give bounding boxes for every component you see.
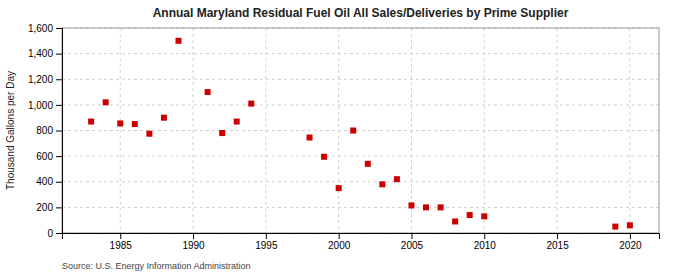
y-tick: 1,000 bbox=[28, 100, 62, 111]
grid-line-y bbox=[62, 181, 659, 182]
y-tick-mark bbox=[56, 182, 62, 183]
x-axis-line bbox=[63, 234, 660, 240]
grid-line-y bbox=[62, 156, 659, 157]
y-tick-label: 0 bbox=[47, 228, 53, 239]
point bbox=[408, 202, 414, 208]
x-tick: 1990 bbox=[182, 233, 205, 251]
grid-line-x bbox=[629, 28, 630, 233]
y-tick-label: 1,400 bbox=[28, 48, 53, 59]
y-tick-label: 1,000 bbox=[28, 100, 53, 111]
grid-line-y bbox=[62, 207, 659, 208]
x-tick-label: 2015 bbox=[546, 240, 569, 251]
y-tick: 400 bbox=[36, 176, 62, 187]
y-tick: 1,600 bbox=[28, 23, 62, 34]
x-tick-label: 1985 bbox=[110, 240, 133, 251]
point bbox=[132, 121, 138, 127]
x-tick: 1995 bbox=[255, 233, 278, 251]
point bbox=[394, 176, 400, 182]
y-tick-mark bbox=[56, 156, 62, 157]
x-tick: 2020 bbox=[619, 233, 642, 251]
plot: 1985 1990 1995 2000 2005 2010 2015 2020 0 200 400 6… bbox=[28, 23, 660, 251]
point bbox=[175, 38, 181, 44]
x-tick-mark bbox=[557, 233, 558, 239]
y-tick-mark bbox=[56, 105, 62, 106]
grid-line-x bbox=[120, 28, 121, 233]
x-tick: 2000 bbox=[328, 233, 351, 251]
x-tick-label: 2020 bbox=[619, 240, 642, 251]
grid bbox=[62, 28, 659, 233]
point bbox=[307, 135, 313, 141]
y-tick-label: 1,200 bbox=[28, 74, 53, 85]
y-tick-label: 200 bbox=[36, 202, 53, 213]
y-tick-mark bbox=[56, 131, 62, 132]
x-tick-mark bbox=[411, 233, 412, 239]
point bbox=[379, 181, 385, 187]
x-tick-label: 1995 bbox=[255, 240, 278, 251]
point bbox=[612, 224, 618, 230]
point bbox=[103, 99, 109, 105]
y-axis: 0 200 400 600 800 1,000 1,200 1,400 1,600 bbox=[28, 23, 63, 239]
point bbox=[336, 185, 342, 191]
x-tick-mark bbox=[339, 233, 340, 239]
x-tick-label: 2000 bbox=[328, 240, 351, 251]
point bbox=[423, 204, 429, 210]
plot-frame bbox=[62, 28, 659, 233]
point bbox=[438, 204, 444, 210]
grid-line-y bbox=[62, 79, 659, 80]
grid-line-y bbox=[62, 53, 659, 54]
y-tick-label: 600 bbox=[36, 151, 53, 162]
x-tick-label: 2010 bbox=[474, 240, 497, 251]
y-tick-label: 400 bbox=[36, 176, 53, 187]
point bbox=[452, 218, 458, 224]
x-tick-mark bbox=[266, 233, 267, 239]
x-tick: 2010 bbox=[474, 233, 497, 251]
y-tick-label: 1,600 bbox=[28, 23, 53, 34]
point bbox=[467, 212, 473, 218]
y-tick-mark bbox=[56, 79, 62, 80]
x-axis: 1985 1990 1995 2000 2005 2010 2015 2020 bbox=[63, 233, 660, 251]
y-tick: 0 bbox=[47, 228, 62, 239]
x-tick-mark bbox=[193, 233, 194, 239]
grid-line-x bbox=[193, 28, 194, 233]
x-tick: 1985 bbox=[110, 233, 133, 251]
point bbox=[365, 161, 371, 167]
y-tick-mark bbox=[56, 233, 62, 234]
y-tick-mark bbox=[56, 207, 62, 208]
point bbox=[161, 115, 167, 121]
x-tick-label: 1990 bbox=[182, 240, 205, 251]
y-tick: 1,400 bbox=[28, 48, 62, 59]
point bbox=[627, 222, 633, 228]
point bbox=[234, 119, 240, 125]
title: Annual Maryland Residual Fuel Oil All Sa… bbox=[153, 6, 569, 20]
point bbox=[205, 89, 211, 95]
point bbox=[350, 128, 356, 134]
point bbox=[248, 101, 254, 107]
x-tick-label: 2005 bbox=[401, 240, 424, 251]
x-tick: 2015 bbox=[546, 233, 569, 251]
y-tick: 200 bbox=[36, 202, 62, 213]
chart: 1985 1990 1995 2000 2005 2010 2015 2020 0 200 400 6… bbox=[0, 0, 675, 275]
point bbox=[146, 131, 152, 137]
point bbox=[88, 119, 94, 125]
points bbox=[88, 38, 633, 230]
x-tick-mark bbox=[630, 233, 631, 239]
grid-line-y bbox=[62, 104, 659, 105]
y-axis-title: Thousand Gallons per Day bbox=[5, 71, 16, 190]
point bbox=[219, 130, 225, 136]
x-tick-mark bbox=[484, 233, 485, 239]
point bbox=[481, 213, 487, 219]
y-tick: 1,200 bbox=[28, 74, 62, 85]
y-tick: 800 bbox=[36, 125, 62, 136]
y-axis-line bbox=[56, 29, 63, 234]
y-tick-label: 800 bbox=[36, 125, 53, 136]
x-tick: 2005 bbox=[401, 233, 424, 251]
source-note: Source: U.S. Energy Information Administ… bbox=[62, 261, 251, 271]
y-tick-mark bbox=[56, 54, 62, 55]
point bbox=[321, 154, 327, 160]
y-tick-mark bbox=[56, 28, 62, 29]
x-tick-mark bbox=[120, 233, 121, 239]
point bbox=[117, 120, 123, 126]
y-tick: 600 bbox=[36, 151, 62, 162]
